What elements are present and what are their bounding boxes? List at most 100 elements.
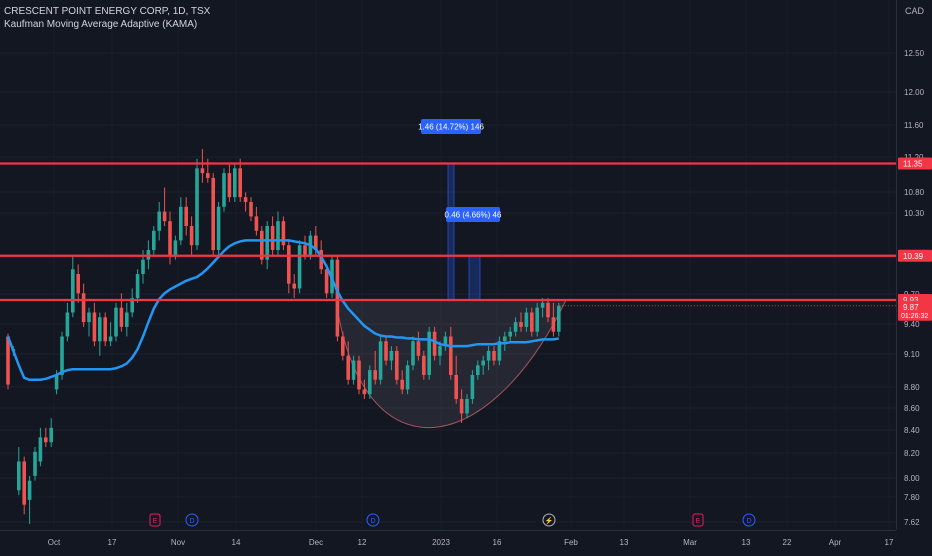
time-tick-label: 2023 [432, 538, 450, 547]
candle-down [162, 187, 167, 226]
candle-body [44, 437, 48, 443]
symbol-title[interactable]: CRESCENT POINT ENERGY CORP, 1D, TSX [4, 6, 211, 17]
price-axis[interactable]: 7.627.808.008.208.408.608.809.109.409.70… [896, 0, 932, 530]
candle-body [227, 173, 232, 198]
candle-down [227, 163, 232, 202]
current-price-tag [898, 300, 932, 321]
price-tick-label: 8.60 [904, 404, 920, 413]
indicator-title[interactable]: Kaufman Moving Average Adaptive (KAMA) [4, 19, 198, 30]
candle-body [481, 360, 485, 366]
candle-up [157, 201, 161, 241]
candle-body [384, 341, 388, 361]
price-tick-label: 11.20 [904, 153, 924, 162]
candle-body [497, 341, 502, 361]
candle-body [216, 206, 221, 251]
candle-body [276, 221, 280, 251]
level-price-label: 10.39 [903, 252, 924, 261]
earnings-marker [692, 513, 704, 527]
candle-down [459, 389, 464, 424]
candle-up [481, 355, 485, 375]
candle-body [292, 283, 296, 289]
candle-body [71, 269, 75, 313]
candle-down [546, 298, 550, 323]
candle-body [152, 230, 156, 251]
candle-down [76, 264, 80, 303]
candle-body [546, 302, 550, 318]
bar-countdown-label: 01:26:32 [901, 313, 928, 320]
candle-body [92, 312, 97, 342]
candle-body [492, 350, 496, 361]
candle-body [119, 307, 124, 327]
time-tick-label: 13 [620, 538, 629, 547]
time-axis[interactable]: Oct 17 Nov 14 Dec 12 2023 16 Feb 13 Mar 13 22 Apr 17 [0, 530, 896, 551]
dividend-marker [366, 513, 380, 527]
candle-body [411, 341, 415, 366]
event-marker [542, 513, 556, 527]
candle-body [49, 427, 53, 443]
candle-body [486, 350, 491, 361]
candle-body [33, 451, 37, 476]
price-tick-label: 9.10 [904, 350, 920, 359]
candle-up [557, 302, 561, 337]
chart-plot-area[interactable]: 1.46 (14.72%) 146 0.46 (4.66%) 46 E D D ⚡ E D [0, 0, 896, 530]
time-tick-label: Nov [171, 538, 185, 547]
measure-range-1 [447, 163, 455, 301]
measure-label: 1.46 (14.72%) 146 [418, 123, 484, 132]
candle-body [60, 336, 64, 375]
candle-body [319, 250, 323, 270]
candle-body [324, 269, 329, 294]
price-tick-label: 12.50 [904, 49, 925, 58]
earnings-marker [149, 513, 161, 527]
candle-body [530, 312, 534, 332]
candle-down [324, 264, 329, 299]
candle-up [540, 298, 545, 318]
candle-body [351, 360, 356, 380]
time-tick-label: 13 [742, 538, 751, 547]
candle-up [524, 307, 529, 332]
candle-body [287, 245, 291, 284]
event-marker-symbol: E [153, 518, 158, 525]
price-tick-label: 12.00 [904, 88, 925, 97]
candle-body [195, 168, 199, 246]
candle-down [530, 307, 534, 337]
candle-down [22, 456, 26, 515]
candle-down [238, 158, 242, 202]
candle-up [368, 365, 372, 399]
candle-down [395, 346, 399, 385]
event-marker-symbol: E [696, 518, 701, 525]
candle-up [216, 201, 221, 255]
candle-body [443, 336, 448, 347]
candle-up [114, 302, 118, 342]
candle-down [92, 302, 97, 347]
candle-body [476, 365, 480, 375]
candle-body [551, 317, 556, 332]
price-tick-label: 7.80 [904, 493, 920, 502]
candle-up [65, 302, 70, 342]
candle-body [335, 259, 340, 337]
candle-body [519, 322, 523, 327]
candle-body [238, 168, 242, 198]
candle-body [303, 245, 307, 255]
candle-up [503, 331, 507, 351]
candle-body [76, 274, 80, 294]
candle-up [486, 346, 491, 371]
candle-up [125, 302, 129, 337]
candle-down [270, 216, 275, 255]
candle-body [270, 225, 275, 251]
candle-body [341, 336, 345, 356]
candle-body [211, 177, 215, 251]
candle-down [254, 206, 259, 236]
price-tick-label: 8.00 [904, 474, 920, 483]
candle-body [173, 240, 178, 255]
candle-body [103, 317, 107, 342]
candle-body [470, 374, 475, 399]
level-price-tag [898, 157, 932, 170]
candle-down [189, 216, 194, 255]
candle-down [287, 240, 291, 294]
candle-body [222, 173, 226, 207]
candle-body [459, 398, 464, 414]
candle-body [65, 312, 70, 337]
candle-body [243, 197, 248, 202]
time-axis-labels: Oct 17 Nov 14 Dec 12 2023 16 Feb 13 Mar 13 22 Apr 17 [48, 538, 894, 547]
candle-up [265, 221, 269, 270]
